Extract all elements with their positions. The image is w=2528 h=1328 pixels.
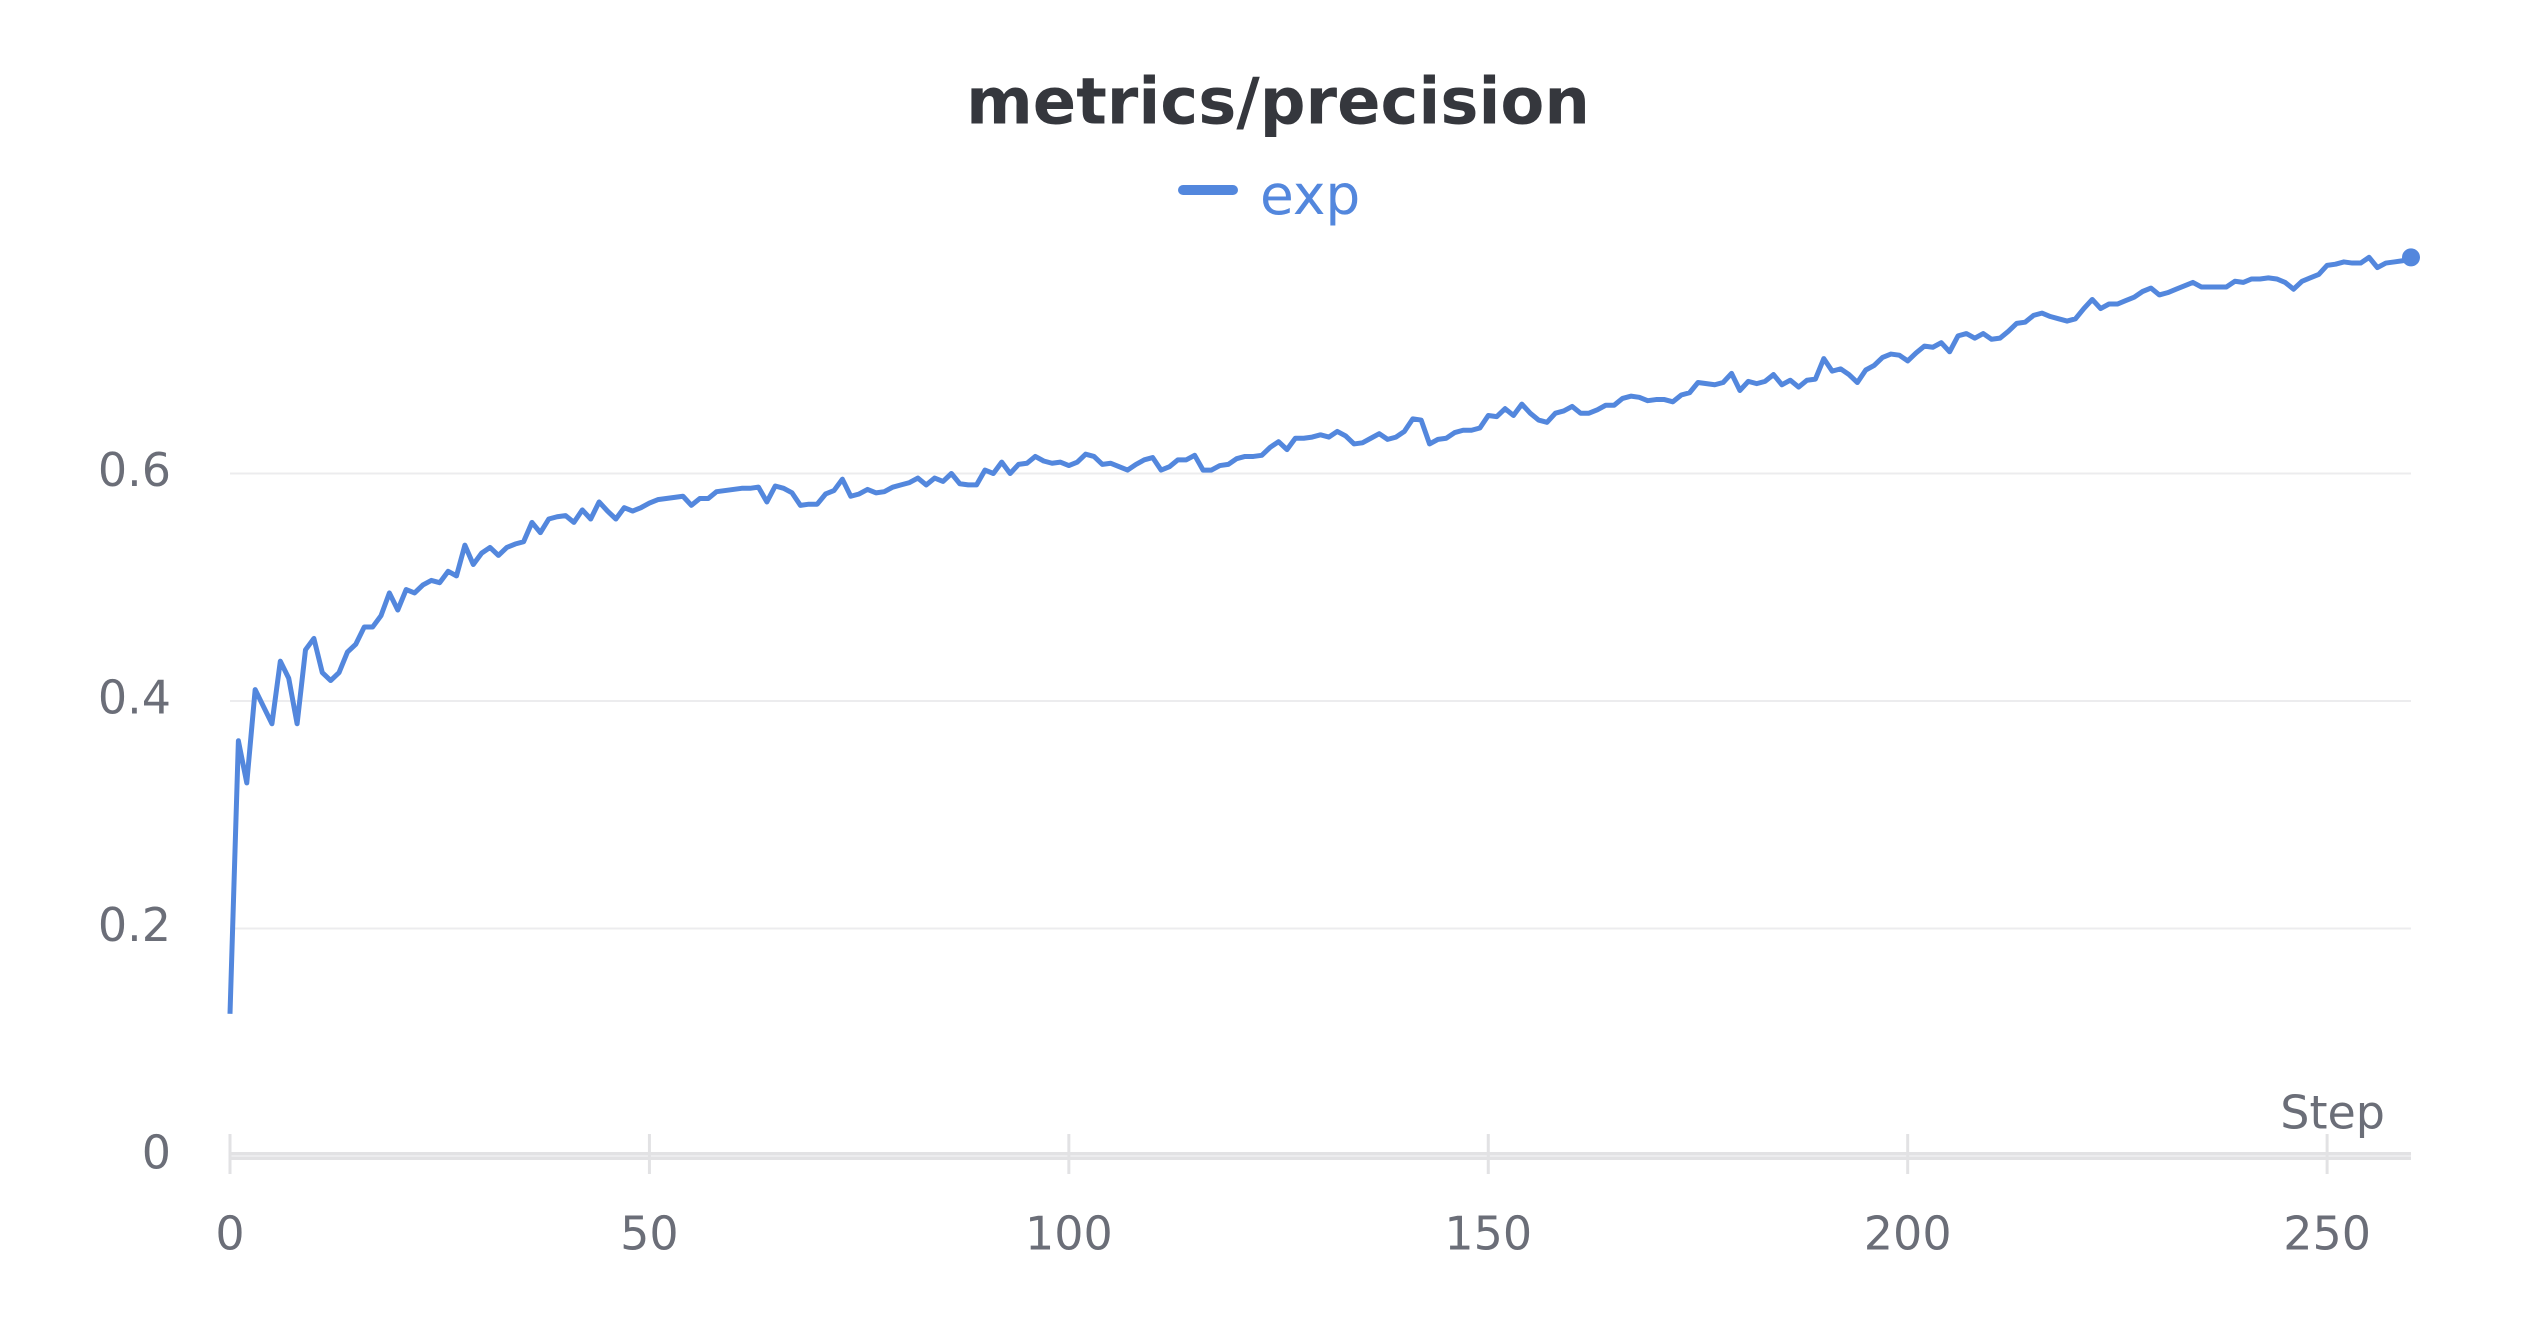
y-tick-label: 0.4 <box>98 671 171 725</box>
x-tick-label: 200 <box>1864 1207 1952 1261</box>
series-line <box>227 254 2412 1014</box>
x-tick-label: 50 <box>620 1207 679 1261</box>
chart-title: metrics/precision <box>966 66 1590 140</box>
x-tick-label: 100 <box>1025 1207 1113 1261</box>
end-point <box>2402 248 2420 267</box>
x-tick-label: 250 <box>2283 1207 2371 1261</box>
x-tick-label: 150 <box>1444 1207 1532 1261</box>
x-tick-label: 0 <box>215 1207 244 1261</box>
y-tick-label: 0 <box>142 1126 171 1180</box>
y-tick-label: 0.2 <box>98 898 171 952</box>
legend-label: exp <box>1260 163 1360 227</box>
y-tick-label: 0.6 <box>98 443 171 497</box>
x-axis-label: Step <box>2280 1086 2385 1140</box>
